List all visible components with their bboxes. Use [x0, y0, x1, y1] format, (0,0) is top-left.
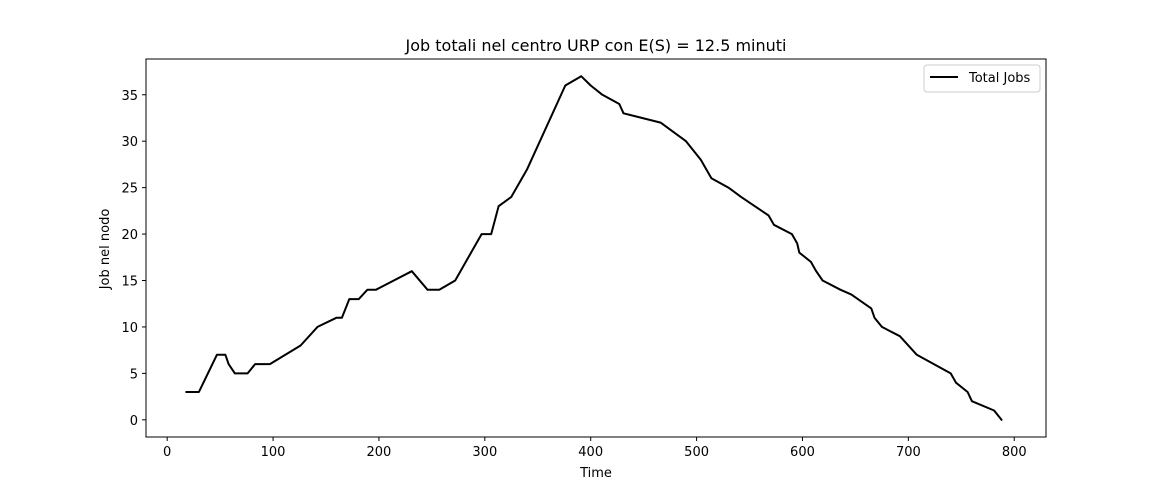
- axes-frame: [145, 58, 1047, 438]
- x-axis: 0 100 200 300 400 500 600 700 800: [163, 437, 1027, 460]
- legend: Total Jobs: [923, 64, 1041, 93]
- legend-label-total-jobs: Total Jobs: [968, 71, 1031, 86]
- legend-box: [923, 64, 1041, 93]
- x-tick-label: 700: [896, 445, 921, 460]
- chart-title: Job totali nel centro URP con E(S) = 12.…: [405, 36, 787, 55]
- x-axis-label: Time: [579, 466, 612, 481]
- x-tick-label: 400: [578, 445, 603, 460]
- y-tick-label: 5: [130, 367, 138, 382]
- y-tick-label: 35: [121, 89, 138, 104]
- x-tick-label: 0: [163, 445, 171, 460]
- x-tick-label: 100: [261, 445, 286, 460]
- y-tick-label: 30: [121, 135, 138, 150]
- y-tick-label: 25: [121, 182, 138, 197]
- y-axis: 0 5 10 15 20 25 30 35: [121, 89, 146, 429]
- y-axis-label: Job nel nodo: [98, 209, 113, 291]
- y-tick-label: 15: [121, 275, 138, 290]
- x-tick-label: 200: [367, 445, 392, 460]
- y-tick-label: 20: [121, 228, 138, 243]
- y-tick-label: 10: [121, 321, 138, 336]
- plot-area: [185, 75, 1003, 421]
- x-tick-label: 500: [684, 445, 709, 460]
- x-tick-label: 800: [1002, 445, 1027, 460]
- y-tick-label: 0: [130, 414, 138, 429]
- series-line-total-jobs: [185, 75, 1003, 421]
- x-tick-label: 300: [472, 445, 497, 460]
- x-tick-label: 600: [790, 445, 815, 460]
